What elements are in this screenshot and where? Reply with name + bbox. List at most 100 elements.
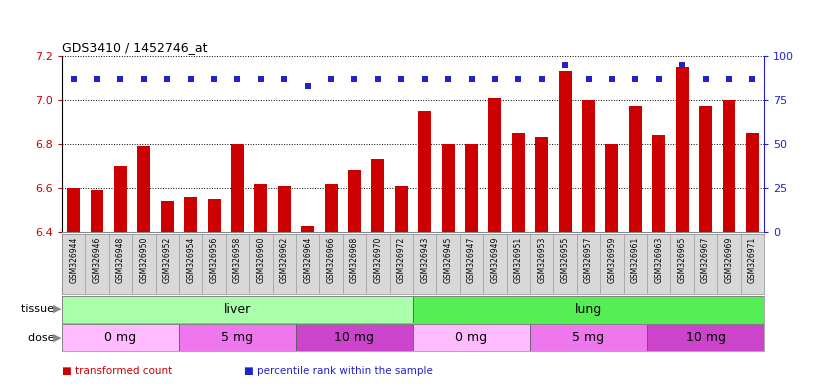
Point xyxy=(746,76,759,82)
Bar xyxy=(413,296,764,323)
Text: 10 mg: 10 mg xyxy=(335,331,374,344)
Bar xyxy=(62,296,413,323)
Bar xyxy=(535,137,548,232)
Point xyxy=(184,76,197,82)
Point xyxy=(511,76,525,82)
Bar xyxy=(278,186,291,232)
Text: tissue: tissue xyxy=(21,304,58,314)
Text: 10 mg: 10 mg xyxy=(686,331,725,344)
Bar xyxy=(161,202,173,232)
Text: GSM326959: GSM326959 xyxy=(607,237,616,283)
Text: GSM326958: GSM326958 xyxy=(233,237,242,283)
Text: 5 mg: 5 mg xyxy=(221,331,254,344)
Point xyxy=(699,76,712,82)
Text: GDS3410 / 1452746_at: GDS3410 / 1452746_at xyxy=(62,41,207,55)
Bar xyxy=(231,144,244,232)
Text: 0 mg: 0 mg xyxy=(455,331,487,344)
Bar xyxy=(699,106,712,232)
Text: GSM326948: GSM326948 xyxy=(116,237,125,283)
Text: GSM326944: GSM326944 xyxy=(69,237,78,283)
Bar xyxy=(653,135,665,232)
Text: GSM326965: GSM326965 xyxy=(677,237,686,283)
Bar xyxy=(418,111,431,232)
Bar xyxy=(676,67,689,232)
Bar xyxy=(465,144,478,232)
Text: ■ transformed count: ■ transformed count xyxy=(62,366,172,376)
Bar xyxy=(325,184,338,232)
Bar xyxy=(530,324,647,351)
Text: GSM326964: GSM326964 xyxy=(303,237,312,283)
Bar xyxy=(488,98,501,232)
Text: GSM326955: GSM326955 xyxy=(561,237,570,283)
Text: GSM326945: GSM326945 xyxy=(444,237,453,283)
Bar xyxy=(301,226,314,232)
Text: GSM326951: GSM326951 xyxy=(514,237,523,283)
Text: GSM326943: GSM326943 xyxy=(420,237,430,283)
Text: GSM326952: GSM326952 xyxy=(163,237,172,283)
Point xyxy=(114,76,127,82)
Bar xyxy=(629,106,642,232)
Bar xyxy=(62,324,179,351)
Point xyxy=(629,76,642,82)
Bar xyxy=(605,144,619,232)
Bar xyxy=(582,100,595,232)
Point xyxy=(348,76,361,82)
Point xyxy=(67,76,80,82)
Text: ▶: ▶ xyxy=(53,304,61,314)
Text: 5 mg: 5 mg xyxy=(572,331,605,344)
Text: GSM326956: GSM326956 xyxy=(210,237,219,283)
Point xyxy=(254,76,268,82)
Bar xyxy=(558,71,572,232)
Bar xyxy=(179,324,296,351)
Text: GSM326953: GSM326953 xyxy=(537,237,546,283)
Bar xyxy=(91,190,103,232)
Point xyxy=(558,61,572,68)
Text: ■ percentile rank within the sample: ■ percentile rank within the sample xyxy=(244,366,433,376)
Text: GSM326954: GSM326954 xyxy=(186,237,195,283)
Bar xyxy=(114,166,127,232)
Text: GSM326963: GSM326963 xyxy=(654,237,663,283)
Text: dose: dose xyxy=(28,333,58,343)
Point xyxy=(325,76,338,82)
Point xyxy=(395,76,408,82)
Text: GSM326969: GSM326969 xyxy=(724,237,733,283)
Text: GSM326957: GSM326957 xyxy=(584,237,593,283)
Text: GSM326946: GSM326946 xyxy=(93,237,102,283)
Bar xyxy=(442,144,454,232)
Text: GSM326971: GSM326971 xyxy=(748,237,757,283)
Text: GSM326967: GSM326967 xyxy=(701,237,710,283)
Point xyxy=(535,76,548,82)
Bar xyxy=(348,170,361,232)
Point xyxy=(301,83,314,89)
Bar xyxy=(512,133,525,232)
Bar xyxy=(137,146,150,232)
Point xyxy=(652,76,665,82)
Point xyxy=(230,76,244,82)
Bar xyxy=(746,133,759,232)
Point xyxy=(90,76,104,82)
Point xyxy=(582,76,595,82)
Text: liver: liver xyxy=(224,303,251,316)
Point xyxy=(488,76,501,82)
Point xyxy=(722,76,735,82)
Point xyxy=(465,76,478,82)
Point xyxy=(160,76,173,82)
Text: ▶: ▶ xyxy=(53,333,61,343)
Bar xyxy=(647,324,764,351)
Point xyxy=(372,76,385,82)
Point xyxy=(418,76,431,82)
Text: GSM326970: GSM326970 xyxy=(373,237,382,283)
Text: GSM326947: GSM326947 xyxy=(467,237,476,283)
Text: GSM326972: GSM326972 xyxy=(396,237,406,283)
Bar xyxy=(254,184,268,232)
Point xyxy=(676,61,689,68)
Text: GSM326968: GSM326968 xyxy=(350,237,359,283)
Text: GSM326950: GSM326950 xyxy=(140,237,149,283)
Text: lung: lung xyxy=(575,303,602,316)
Text: GSM326949: GSM326949 xyxy=(491,237,500,283)
Bar xyxy=(67,188,80,232)
Text: GSM326960: GSM326960 xyxy=(256,237,265,283)
Bar xyxy=(395,186,408,232)
Bar xyxy=(296,324,413,351)
Text: GSM326966: GSM326966 xyxy=(326,237,335,283)
